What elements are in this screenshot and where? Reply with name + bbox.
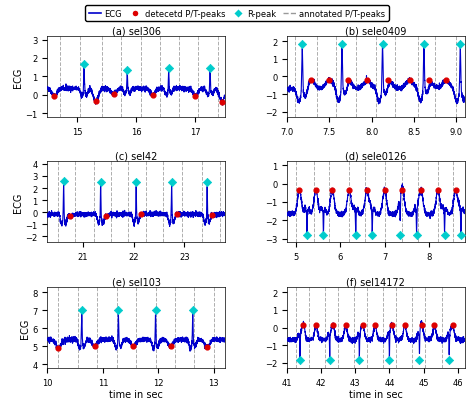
Point [102,213,109,220]
Point [299,41,306,48]
Point [442,78,450,84]
Point [359,322,366,329]
Y-axis label: ECG: ECG [13,67,23,88]
Y-axis label: ECG: ECG [13,192,23,213]
Point [363,187,371,194]
Point [152,308,159,314]
Title: (f) sel14172: (f) sel14172 [346,276,405,287]
Point [206,66,214,72]
Point [124,67,131,74]
Title: (d) sele0126: (d) sele0126 [345,151,407,161]
Point [300,322,307,328]
Point [441,232,448,239]
Point [129,343,137,350]
Point [80,61,88,67]
Point [399,187,406,194]
Point [385,78,392,84]
Point [110,91,118,98]
Point [386,357,393,364]
Point [203,344,211,351]
Point [132,179,140,186]
Y-axis label: ECG: ECG [19,317,29,338]
Point [203,179,211,186]
Point [413,232,420,239]
Point [452,187,459,194]
Point [381,187,388,194]
Point [78,308,86,314]
Point [342,322,349,329]
Title: (b) sele0409: (b) sele0409 [345,26,407,36]
Point [431,322,438,329]
Point [173,211,181,218]
Point [115,308,122,314]
Point [319,232,327,239]
Point [346,187,353,194]
Legend: ECG, detecetd P/T-peaks, R-peak, annotated P/T-peaks: ECG, detecetd P/T-peaks, R-peak, annotat… [85,6,389,22]
Point [137,211,145,218]
Point [326,357,334,364]
Point [416,357,423,364]
Point [338,41,346,48]
Point [191,93,199,100]
Point [326,78,333,84]
Point [55,345,62,352]
Point [218,99,226,106]
Point [388,322,396,329]
Point [303,232,311,239]
Point [401,322,409,329]
Point [91,343,98,350]
Point [296,187,303,194]
Point [457,232,465,239]
Point [328,187,336,194]
Point [165,66,173,72]
Point [379,41,386,48]
Point [418,322,426,329]
X-axis label: time in sec: time in sec [109,389,163,400]
Point [149,92,156,99]
Point [406,78,413,84]
Point [449,322,456,329]
Point [60,178,67,184]
Point [51,93,58,100]
Point [329,322,337,329]
Point [189,308,197,314]
Point [97,179,104,186]
Point [352,232,360,239]
Point [396,232,404,239]
Point [344,78,352,84]
Point [307,77,314,84]
X-axis label: time in sec: time in sec [349,389,403,400]
Point [364,78,371,84]
Point [209,212,216,218]
Title: (c) sel42: (c) sel42 [115,151,157,161]
Point [296,357,304,364]
Title: (e) sel103: (e) sel103 [112,276,161,287]
Point [446,357,453,364]
Point [168,179,175,186]
Point [417,187,425,194]
Title: (a) sel306: (a) sel306 [112,26,161,36]
Point [456,41,464,48]
Point [420,41,428,48]
Point [425,78,433,84]
Point [434,187,442,194]
Point [371,322,379,329]
Point [356,357,363,364]
Point [368,232,376,239]
Point [312,187,319,194]
Point [66,213,74,220]
Point [92,99,100,105]
Point [312,322,320,329]
Point [167,343,174,350]
